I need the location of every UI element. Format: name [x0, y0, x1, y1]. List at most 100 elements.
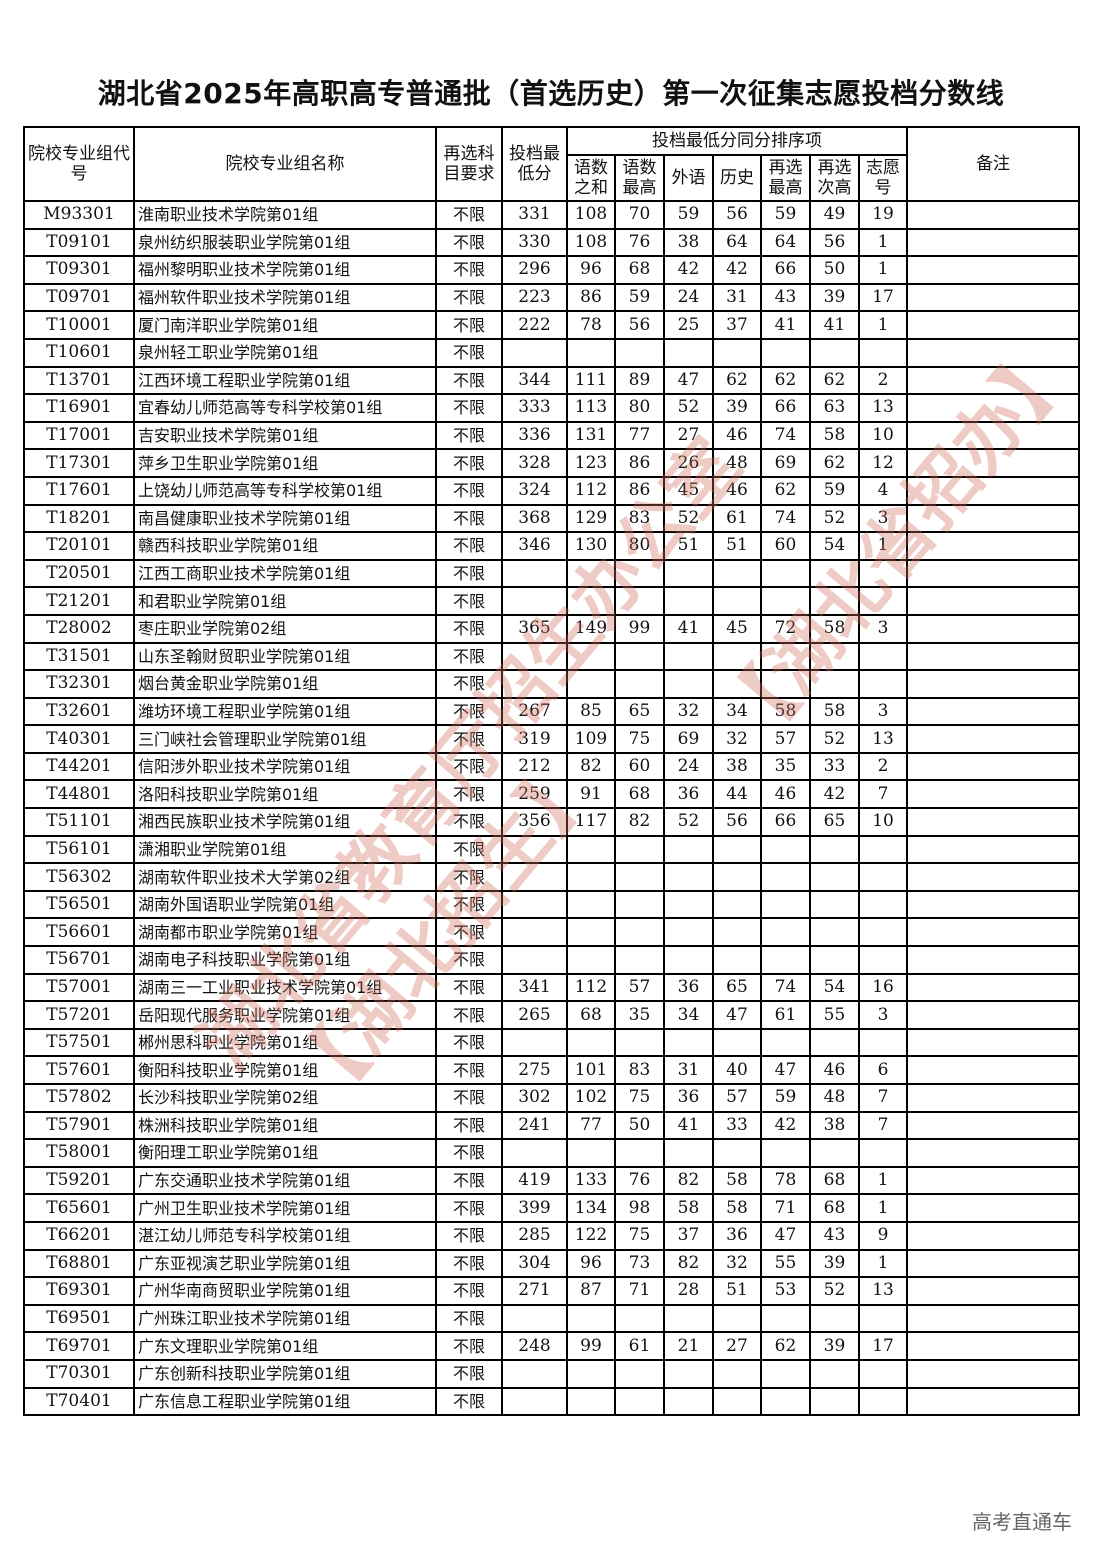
table-row: M93301 淮南职业技术学院第01组 不限 331 108 70 59 56 59 49 19 [23, 200, 1081, 230]
cell-sum-chinese-math: 102 [566, 1083, 616, 1113]
cell-foreign-language: 36 [663, 779, 714, 810]
table-row: T17301 萍乡卫生职业学院第01组 不限 328 123 86 26 48 69 62 12 [23, 448, 1081, 478]
cell-group-code: T16901 [23, 393, 135, 423]
cell-sum-chinese-math [566, 641, 616, 672]
cell-max-chinese-math [614, 586, 665, 616]
cell-foreign-language: 45 [663, 475, 714, 506]
cell-elective-second: 39 [809, 1248, 860, 1279]
cell-foreign-language [663, 945, 714, 975]
cell-group-code: T21201 [23, 586, 135, 616]
cell-preference-no [857, 641, 909, 672]
cell-preference-no: 1 [857, 1193, 909, 1223]
cell-foreign-language: 31 [663, 1055, 714, 1085]
cell-group-code: T17301 [23, 448, 135, 478]
cell-group-code: T57201 [23, 1000, 135, 1030]
cell-history: 39 [712, 393, 762, 423]
cell-requirement: 不限 [435, 1083, 503, 1113]
cell-group-name: 湖南三一工业职业技术学院第01组 [133, 972, 437, 1003]
table-row: T57201 岳阳现代服务职业学院第01组 不限 265 68 35 34 47 61 55 3 [23, 1000, 1081, 1030]
cell-preference-no: 1 [857, 1248, 909, 1279]
cell-sum-chinese-math: 86 [566, 282, 616, 313]
cell-elective-second: 63 [809, 393, 860, 423]
cell-preference-no [857, 337, 909, 368]
cell-group-code: T44801 [23, 779, 135, 810]
cell-min-score: 344 [501, 365, 568, 396]
cell-note [906, 1220, 1081, 1251]
cell-requirement: 不限 [435, 448, 503, 478]
cell-min-score: 302 [501, 1083, 568, 1113]
cell-group-name: 枣庄职业学院第02组 [133, 613, 437, 644]
table-row: T32601 潍坊环境工程职业学院第01组 不限 267 85 65 32 34 58 58 3 [23, 696, 1081, 727]
table-row: T56101 潇湘职业学院第01组 不限 [23, 834, 1081, 865]
cell-preference-no: 7 [857, 1110, 909, 1141]
cell-foreign-language [663, 586, 714, 616]
cell-requirement: 不限 [435, 475, 503, 506]
table-row: T18201 南昌健康职业技术学院第01组 不限 368 129 83 52 61 74 52 3 [23, 503, 1081, 534]
cell-sum-chinese-math [566, 1303, 616, 1334]
cell-sum-chinese-math [566, 669, 616, 699]
cell-foreign-language: 41 [663, 613, 714, 644]
cell-history: 42 [712, 255, 762, 285]
cell-group-code: T57601 [23, 1055, 135, 1085]
cell-max-chinese-math: 76 [614, 1165, 665, 1196]
cell-min-score: 296 [501, 255, 568, 285]
cell-foreign-language: 21 [663, 1331, 714, 1361]
cell-elective-second [809, 1303, 860, 1334]
cell-min-score: 267 [501, 696, 568, 727]
cell-sum-chinese-math: 68 [566, 1000, 616, 1030]
cell-sum-chinese-math [566, 586, 616, 616]
cell-elective-max: 74 [760, 503, 811, 534]
table-row: T56302 湖南软件职业技术大学第02组 不限 [23, 862, 1081, 892]
cell-elective-second: 54 [809, 972, 860, 1003]
cell-elective-second: 58 [809, 696, 860, 727]
cell-group-name: 湛江幼儿师范专科学校第01组 [133, 1220, 437, 1251]
table-row: T51101 湘西民族职业技术学院第01组 不限 356 117 82 52 56 66 65 10 [23, 807, 1081, 837]
cell-history [712, 834, 762, 865]
cell-elective-second: 39 [809, 1331, 860, 1361]
cell-elective-second [809, 1386, 860, 1417]
cell-preference-no: 1 [857, 227, 909, 258]
cell-group-code: T09701 [23, 282, 135, 313]
cell-elective-max: 46 [760, 779, 811, 810]
cell-sum-chinese-math: 85 [566, 696, 616, 727]
cell-note [906, 558, 1081, 589]
cell-group-code: T40301 [23, 724, 135, 754]
table-row: T32301 烟台黄金职业学院第01组 不限 [23, 669, 1081, 699]
cell-requirement: 不限 [435, 1000, 503, 1030]
cell-history [712, 1303, 762, 1334]
cell-note [906, 393, 1081, 423]
cell-elective-second: 65 [809, 807, 860, 837]
cell-preference-no: 3 [857, 503, 909, 534]
cell-history: 51 [712, 1276, 762, 1306]
table-row: T21201 和君职业学院第01组 不限 [23, 586, 1081, 616]
cell-elective-max [760, 1138, 811, 1168]
cell-group-name: 洛阳科技职业学院第01组 [133, 779, 437, 810]
table-row: T69301 广州华南商贸职业学院第01组 不限 271 87 71 28 51 53 52 13 [23, 1276, 1081, 1306]
cell-max-chinese-math [614, 669, 665, 699]
cell-group-code: T56101 [23, 834, 135, 865]
table-row: T10001 厦门南洋职业学院第01组 不限 222 78 56 25 37 41 41 1 [23, 310, 1081, 340]
cell-elective-second: 68 [809, 1165, 860, 1196]
cell-foreign-language [663, 669, 714, 699]
cell-group-code: T70401 [23, 1386, 135, 1417]
cell-foreign-language [663, 1303, 714, 1334]
cell-note [906, 1110, 1081, 1141]
cell-sum-chinese-math: 109 [566, 724, 616, 754]
cell-max-chinese-math: 82 [614, 807, 665, 837]
table-row: T20501 江西工商职业技术学院第01组 不限 [23, 558, 1081, 589]
cell-max-chinese-math: 89 [614, 365, 665, 396]
cell-elective-second: 58 [809, 613, 860, 644]
cell-foreign-language: 24 [663, 751, 714, 782]
cell-elective-max: 60 [760, 531, 811, 561]
cell-elective-max [760, 889, 811, 920]
cell-history: 62 [712, 365, 762, 396]
cell-requirement: 不限 [435, 1055, 503, 1085]
header-tiebreak-0: 语数之和 [566, 154, 616, 202]
cell-requirement: 不限 [435, 1110, 503, 1141]
cell-min-score: 304 [501, 1248, 568, 1279]
cell-min-score: 324 [501, 475, 568, 506]
cell-sum-chinese-math [566, 834, 616, 865]
cell-requirement: 不限 [435, 586, 503, 616]
cell-sum-chinese-math [566, 945, 616, 975]
cell-requirement: 不限 [435, 807, 503, 837]
